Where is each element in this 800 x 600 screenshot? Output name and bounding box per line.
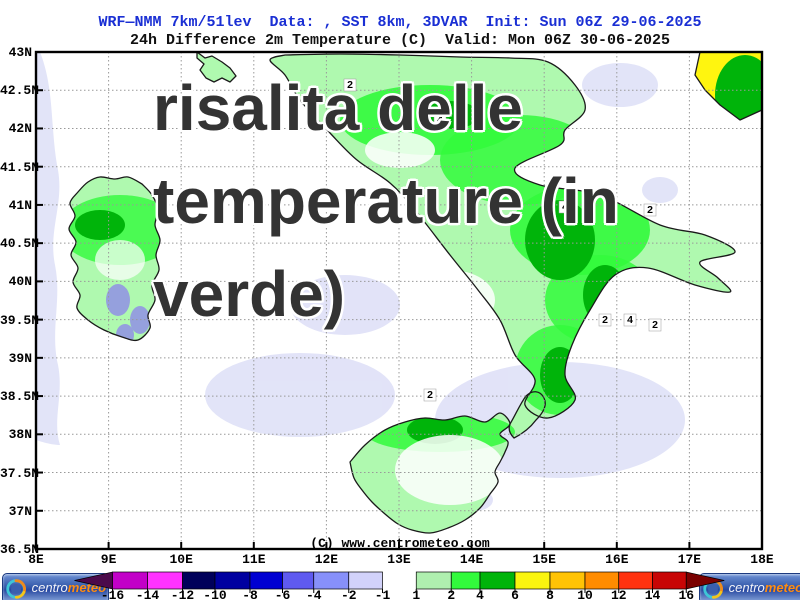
svg-text:2: 2	[427, 389, 433, 401]
